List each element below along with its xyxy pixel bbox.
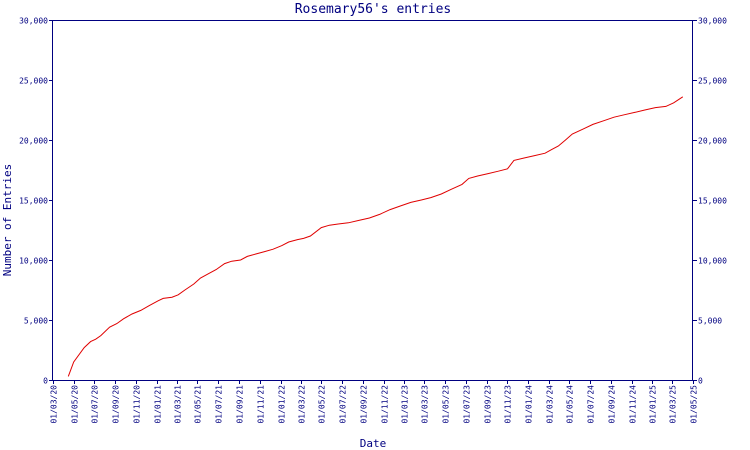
y-tick-label-left: 25,000 bbox=[19, 77, 48, 86]
y-tick-label-left: 15,000 bbox=[19, 197, 48, 206]
x-tick-label: 01/07/22 bbox=[339, 385, 348, 424]
x-tick-label: 01/03/23 bbox=[421, 385, 430, 424]
x-tick-label: 01/11/22 bbox=[381, 385, 390, 424]
x-tick-label: 01/09/20 bbox=[112, 385, 121, 424]
y-axis-left: 0 5,000 10,000 15,000 20,000 25,000 30,000 bbox=[19, 17, 53, 386]
x-tick-label: 01/09/21 bbox=[236, 385, 245, 424]
x-tick-label: 01/03/22 bbox=[298, 385, 307, 424]
x-tick-label: 01/01/25 bbox=[649, 385, 658, 424]
x-tick-label: 01/11/23 bbox=[504, 385, 513, 424]
y-tick-label-right: 20,000 bbox=[698, 137, 727, 146]
y-tick-label-right: 0 bbox=[698, 377, 703, 386]
x-tick-label: 01/07/20 bbox=[91, 385, 100, 424]
x-tick-label: 01/05/20 bbox=[71, 385, 80, 424]
x-axis: 01/03/20 01/05/20 01/07/20 01/09/20 01/11/20… bbox=[50, 380, 699, 424]
y-axis-right: 0 5,000 10,000 15,000 20,000 25,000 30,000 bbox=[693, 17, 727, 386]
x-tick-label: 01/01/23 bbox=[401, 385, 410, 424]
y-axis-label: Number of Entries bbox=[1, 164, 14, 277]
y-tick-label-left: 30,000 bbox=[19, 17, 48, 26]
x-tick-label: 01/05/25 bbox=[690, 385, 699, 424]
x-tick-label: 01/05/21 bbox=[194, 385, 203, 424]
x-tick-label: 01/03/25 bbox=[669, 385, 678, 424]
x-tick-label: 01/01/22 bbox=[278, 385, 287, 424]
y-tick-label-left: 0 bbox=[43, 377, 48, 386]
y-tick-label-right: 5,000 bbox=[698, 317, 722, 326]
y-tick-label-right: 15,000 bbox=[698, 197, 727, 206]
x-tick-label: 01/09/22 bbox=[360, 385, 369, 424]
x-tick-label: 01/07/23 bbox=[463, 385, 472, 424]
x-axis-label: Date bbox=[360, 437, 387, 450]
x-tick-label: 01/01/24 bbox=[525, 385, 534, 424]
chart-title: Rosemary56's entries bbox=[295, 2, 452, 17]
y-tick-label-right: 30,000 bbox=[698, 17, 727, 26]
x-tick-label: 01/05/23 bbox=[442, 385, 451, 424]
y-tick-label-right: 10,000 bbox=[698, 257, 727, 266]
x-tick-label: 01/11/20 bbox=[133, 385, 142, 424]
x-tick-label: 01/09/23 bbox=[484, 385, 493, 424]
y-tick-label-left: 20,000 bbox=[19, 137, 48, 146]
x-tick-label: 01/11/24 bbox=[629, 385, 638, 424]
x-tick-label: 01/05/22 bbox=[318, 385, 327, 424]
y-tick-label-right: 25,000 bbox=[698, 77, 727, 86]
x-tick-label: 01/03/24 bbox=[546, 385, 555, 424]
x-tick-label: 01/07/21 bbox=[215, 385, 224, 424]
x-tick-label: 01/07/24 bbox=[587, 385, 596, 424]
y-tick-label-left: 10,000 bbox=[19, 257, 48, 266]
x-tick-label: 01/09/24 bbox=[608, 385, 617, 424]
x-tick-label: 01/11/21 bbox=[257, 385, 266, 424]
x-tick-label: 01/01/21 bbox=[154, 385, 163, 424]
x-tick-label: 01/03/20 bbox=[50, 385, 59, 424]
plot-frame bbox=[52, 20, 693, 381]
y-tick-label-left: 5,000 bbox=[24, 317, 48, 326]
series-line bbox=[67, 96, 684, 377]
x-tick-label: 01/03/21 bbox=[174, 385, 183, 424]
x-tick-label: 01/05/24 bbox=[566, 385, 575, 424]
